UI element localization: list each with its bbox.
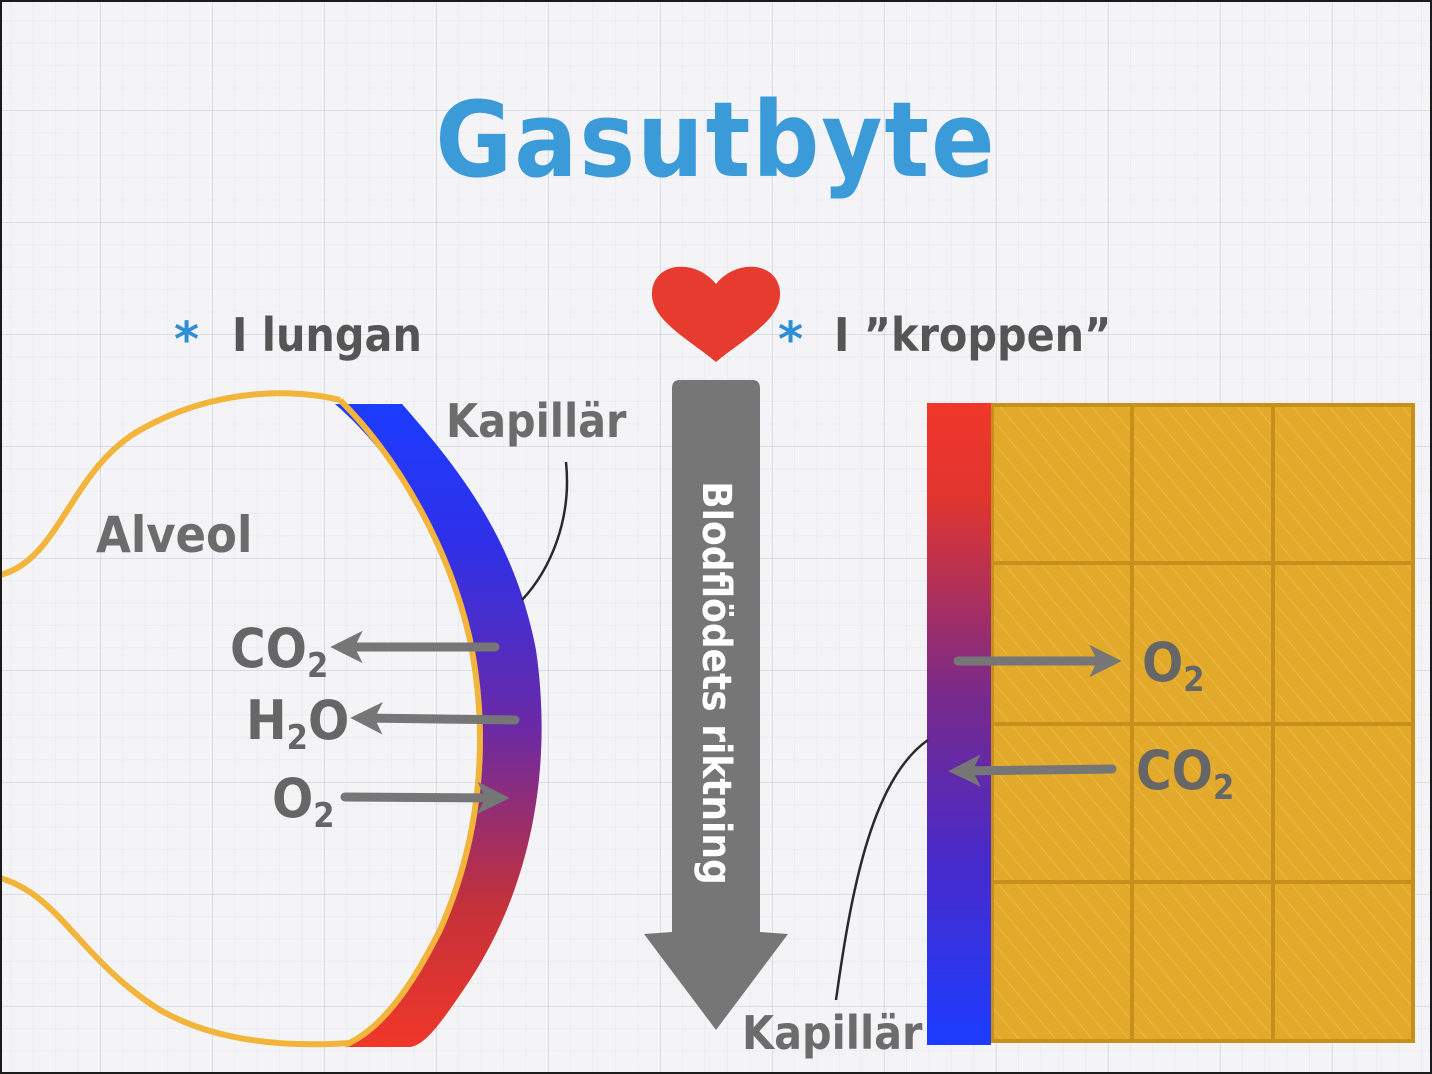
- h2o-label: H2O: [246, 689, 350, 758]
- left-heading: I lungan: [232, 308, 422, 362]
- alveol-wall: [337, 397, 483, 1048]
- co2-label-right: CO2: [1136, 739, 1235, 808]
- o2-label-right: O2: [1142, 631, 1205, 700]
- tissue-grid: [990, 403, 1415, 1043]
- o2-in-arrow: [340, 781, 510, 815]
- h2o-out-arrow: [350, 702, 520, 735]
- right-heading: I ”kroppen”: [834, 308, 1112, 362]
- alveol-label: Alveol: [96, 506, 253, 564]
- body-capillary: [927, 403, 991, 1045]
- blood-flow-arrow: [644, 380, 788, 1030]
- bullet-star-icon: *: [778, 312, 804, 368]
- alveol-outline-lower: [0, 875, 351, 1048]
- left-capillary-label: Kapillär: [446, 394, 627, 448]
- lung-capillary: [335, 404, 542, 1047]
- co2-label: CO2: [230, 617, 329, 686]
- heart-icon: [651, 266, 781, 362]
- page-title: Gasutbyte: [435, 79, 997, 201]
- right-capillary-label: Kapillär: [742, 1006, 923, 1060]
- alveol-outline: [0, 390, 341, 578]
- blood-flow-label: Blodflödets riktning: [693, 481, 739, 885]
- o2-label: O2: [272, 767, 335, 836]
- co2-into-blood-arrow: [948, 754, 1117, 787]
- right-capillary-pointer: [834, 738, 929, 1001]
- bullet-star-icon: *: [174, 312, 200, 368]
- left-capillary-pointer: [521, 461, 569, 601]
